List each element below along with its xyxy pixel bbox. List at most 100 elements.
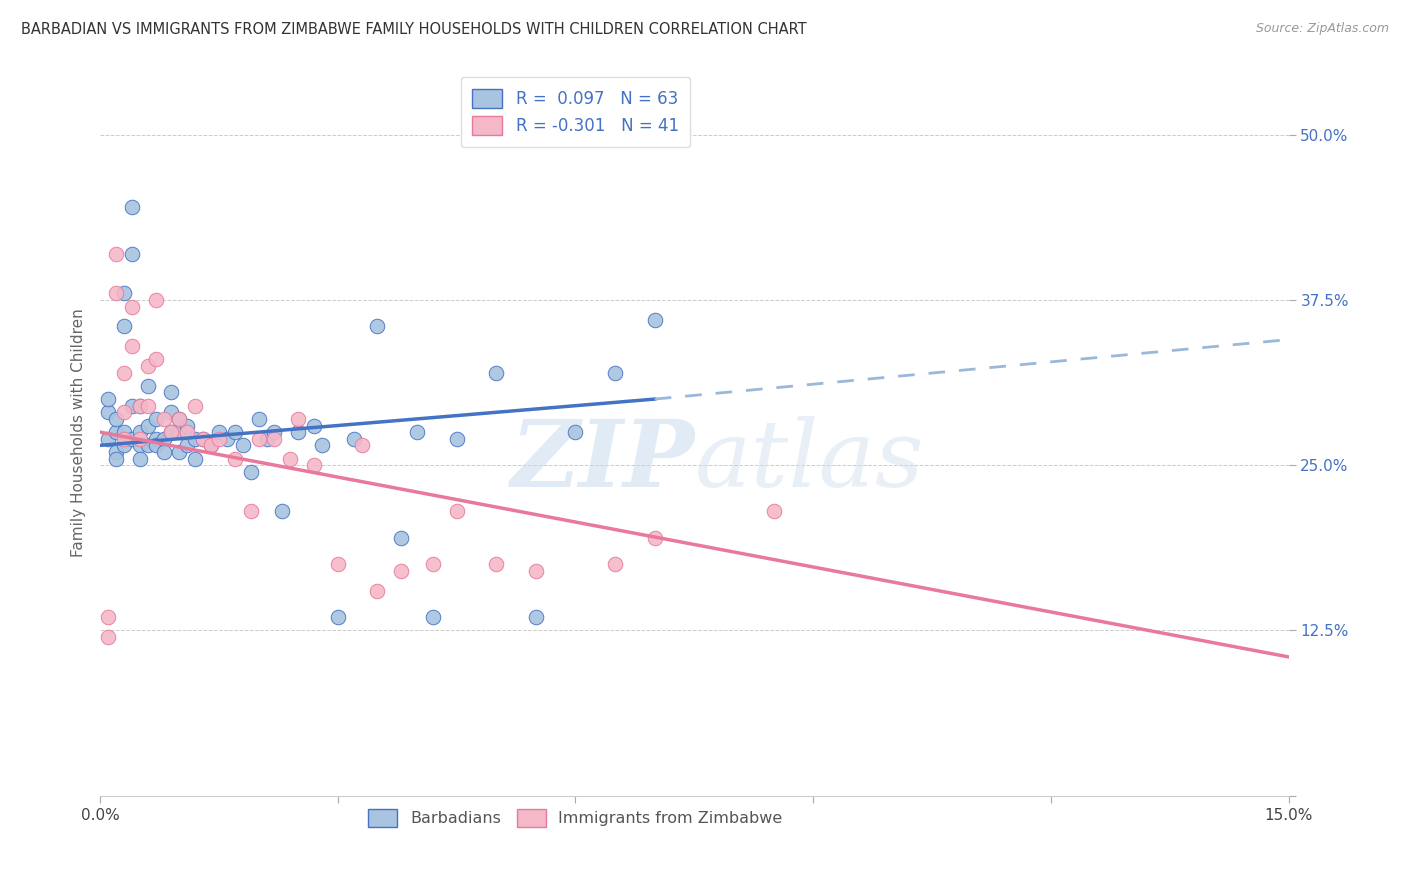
Point [326,610,349,624]
Point [422,610,444,624]
Point [121,339,143,353]
Y-axis label: Family Households with Children: Family Households with Children [72,308,86,557]
Point [112,319,135,334]
Text: atlas: atlas [695,417,924,507]
Point [762,504,785,518]
Point [169,412,191,426]
Point [145,438,167,452]
Point [184,451,207,466]
Point [446,504,468,518]
Point [112,432,135,446]
Point [136,359,159,373]
Point [121,432,143,446]
Point [169,445,191,459]
Point [343,432,366,446]
Point [603,558,626,572]
Point [104,425,127,439]
Point [152,445,174,459]
Point [128,438,150,452]
Point [128,432,150,446]
Point [97,610,120,624]
Point [224,425,246,439]
Text: BARBADIAN VS IMMIGRANTS FROM ZIMBABWE FAMILY HOUSEHOLDS WITH CHILDREN CORRELATIO: BARBADIAN VS IMMIGRANTS FROM ZIMBABWE FA… [21,22,807,37]
Point [169,412,191,426]
Point [112,438,135,452]
Point [326,558,349,572]
Point [97,405,120,419]
Point [145,293,167,307]
Point [247,412,270,426]
Point [136,379,159,393]
Point [128,399,150,413]
Point [389,564,412,578]
Point [524,610,547,624]
Point [524,564,547,578]
Point [366,583,388,598]
Text: Source: ZipAtlas.com: Source: ZipAtlas.com [1256,22,1389,36]
Point [208,432,231,446]
Point [184,432,207,446]
Point [169,425,191,439]
Point [128,425,150,439]
Point [145,432,167,446]
Point [263,432,285,446]
Point [112,425,135,439]
Point [302,418,325,433]
Point [104,246,127,260]
Point [247,432,270,446]
Point [287,412,309,426]
Point [350,438,373,452]
Point [256,432,278,446]
Point [366,319,388,334]
Point [446,432,468,446]
Point [104,286,127,301]
Point [603,366,626,380]
Point [389,531,412,545]
Point [422,558,444,572]
Point [160,425,183,439]
Point [176,425,198,439]
Point [176,438,198,452]
Point [263,425,285,439]
Point [152,432,174,446]
Point [121,246,143,260]
Point [121,200,143,214]
Text: ZIP: ZIP [510,417,695,507]
Point [311,438,333,452]
Point [176,418,198,433]
Point [160,425,183,439]
Point [104,451,127,466]
Point [644,531,666,545]
Point [200,438,222,452]
Point [97,392,120,406]
Point [232,438,254,452]
Point [136,438,159,452]
Point [121,300,143,314]
Point [485,558,508,572]
Point [136,399,159,413]
Point [128,451,150,466]
Point [97,630,120,644]
Point [121,399,143,413]
Point [485,366,508,380]
Point [152,412,174,426]
Point [112,405,135,419]
Point [97,432,120,446]
Point [239,504,262,518]
Point [224,451,246,466]
Point [564,425,586,439]
Point [191,432,214,446]
Point [104,445,127,459]
Point [239,465,262,479]
Point [112,286,135,301]
Point [215,432,238,446]
Point [278,451,301,466]
Point [200,438,222,452]
Point [160,405,183,419]
Point [184,399,207,413]
Point [406,425,429,439]
Point [112,366,135,380]
Point [128,399,150,413]
Point [145,352,167,367]
Point [145,412,167,426]
